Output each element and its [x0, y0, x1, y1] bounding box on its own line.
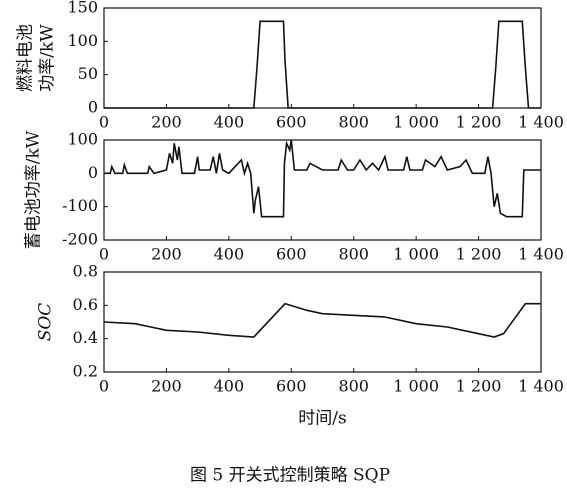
x-tick-label: 200 — [151, 245, 182, 264]
y-tick-label: -200 — [62, 230, 98, 249]
y-tick-label: 0.6 — [73, 295, 98, 314]
x-axis-label: 时间/s — [298, 409, 346, 429]
y-axis-label: 蓄电池功率/kW — [24, 130, 44, 249]
x-tick-label: 1 400 — [518, 113, 564, 132]
x-tick-label: 1 400 — [518, 245, 564, 264]
y-tick-label: 0 — [88, 98, 98, 117]
x-tick-label: 600 — [276, 245, 307, 264]
x-tick-label: 1 200 — [456, 377, 502, 396]
y-axis-label: 燃料电池 — [16, 24, 36, 92]
plot-frame — [103, 139, 542, 241]
y-tick-label: 100 — [67, 31, 98, 50]
x-tick-label: 800 — [338, 377, 369, 396]
y-tick-label: 0.2 — [73, 362, 98, 381]
x-tick-label: 1 000 — [393, 245, 439, 264]
x-tick-label: 0 — [99, 377, 109, 396]
y-tick-label: 0 — [88, 163, 98, 182]
x-tick-label: 400 — [214, 377, 245, 396]
y-tick-label: 150 — [67, 0, 98, 17]
x-tick-label: 800 — [338, 113, 369, 132]
x-tick-label: 1 000 — [393, 377, 439, 396]
x-tick-label: 1 200 — [456, 113, 502, 132]
x-tick-label: 200 — [151, 113, 182, 132]
x-tick-label: 200 — [151, 377, 182, 396]
plot-frame — [103, 7, 542, 109]
series-line — [104, 20, 541, 109]
x-tick-label: 1 400 — [518, 377, 564, 396]
series-line — [104, 139, 541, 218]
y-tick-label: 0.8 — [73, 262, 98, 281]
y-tick-label: 0.4 — [73, 328, 98, 347]
x-tick-label: 1 000 — [393, 113, 439, 132]
x-tick-label: 600 — [276, 377, 307, 396]
x-tick-label: 800 — [338, 245, 369, 264]
y-axis-label: 功率/kW — [38, 24, 58, 92]
plot-frame — [103, 271, 542, 373]
x-tick-label: 0 — [99, 113, 109, 132]
y-tick-label: 100 — [67, 130, 98, 149]
series-line — [103, 302, 541, 338]
caption: 图 5 开关式控制策略 SQP — [190, 466, 390, 486]
y-tick-label: -100 — [62, 196, 98, 215]
x-tick-label: 1 200 — [456, 245, 502, 264]
x-tick-label: 600 — [276, 113, 307, 132]
y-tick-label: 50 — [78, 64, 98, 83]
x-tick-label: 400 — [214, 245, 245, 264]
x-tick-label: 0 — [99, 245, 109, 264]
y-axis-label: SOC — [36, 303, 56, 342]
x-tick-label: 400 — [214, 113, 245, 132]
